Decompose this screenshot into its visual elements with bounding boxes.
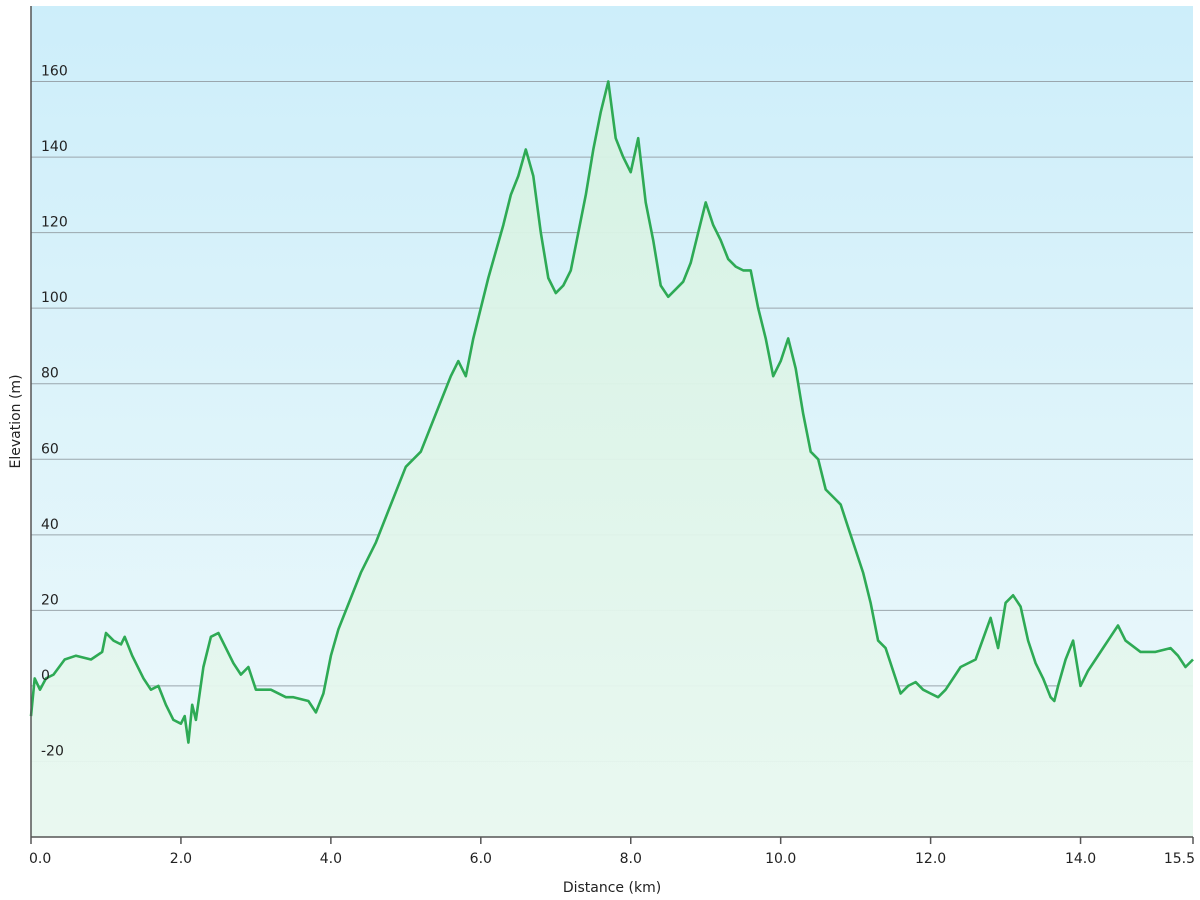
y-tick-label: 0 xyxy=(41,668,50,684)
x-tick-label: 12.0 xyxy=(915,851,946,867)
x-axis-title: Distance (km) xyxy=(563,880,661,896)
y-tick-label: 120 xyxy=(41,215,68,231)
x-tick-label: 8.0 xyxy=(620,851,642,867)
x-tick-label: 15.5 xyxy=(1164,851,1195,867)
x-tick-label: 4.0 xyxy=(320,851,342,867)
x-tick-label: 10.0 xyxy=(765,851,796,867)
y-tick-label: 140 xyxy=(41,139,68,155)
y-tick-label: 40 xyxy=(41,517,59,533)
y-tick-labels: 160 140 120 100 80 60 40 20 0 -20 xyxy=(41,64,68,760)
y-axis-title: Elevation (m) xyxy=(8,374,24,468)
y-tick-label: 80 xyxy=(41,366,59,382)
x-tick-label: 14.0 xyxy=(1065,851,1096,867)
axes xyxy=(30,6,1193,838)
elevation-area-fill xyxy=(31,81,1193,837)
x-tick-label: 0.0 xyxy=(29,851,51,867)
elevation-series-line xyxy=(29,80,1194,744)
y-tick-label: 100 xyxy=(41,290,68,306)
x-tick-label: 6.0 xyxy=(470,851,492,867)
x-tick-label: 2.0 xyxy=(170,851,192,867)
y-tick-label: 20 xyxy=(41,592,59,608)
x-tick-labels: 0.0 2.0 4.0 6.0 8.0 10.0 12.0 14.0 15.5 xyxy=(29,837,1195,867)
y-tick-label: 160 xyxy=(41,64,68,80)
y-tick-label: 60 xyxy=(41,441,59,457)
y-tick-label: -20 xyxy=(41,743,64,759)
